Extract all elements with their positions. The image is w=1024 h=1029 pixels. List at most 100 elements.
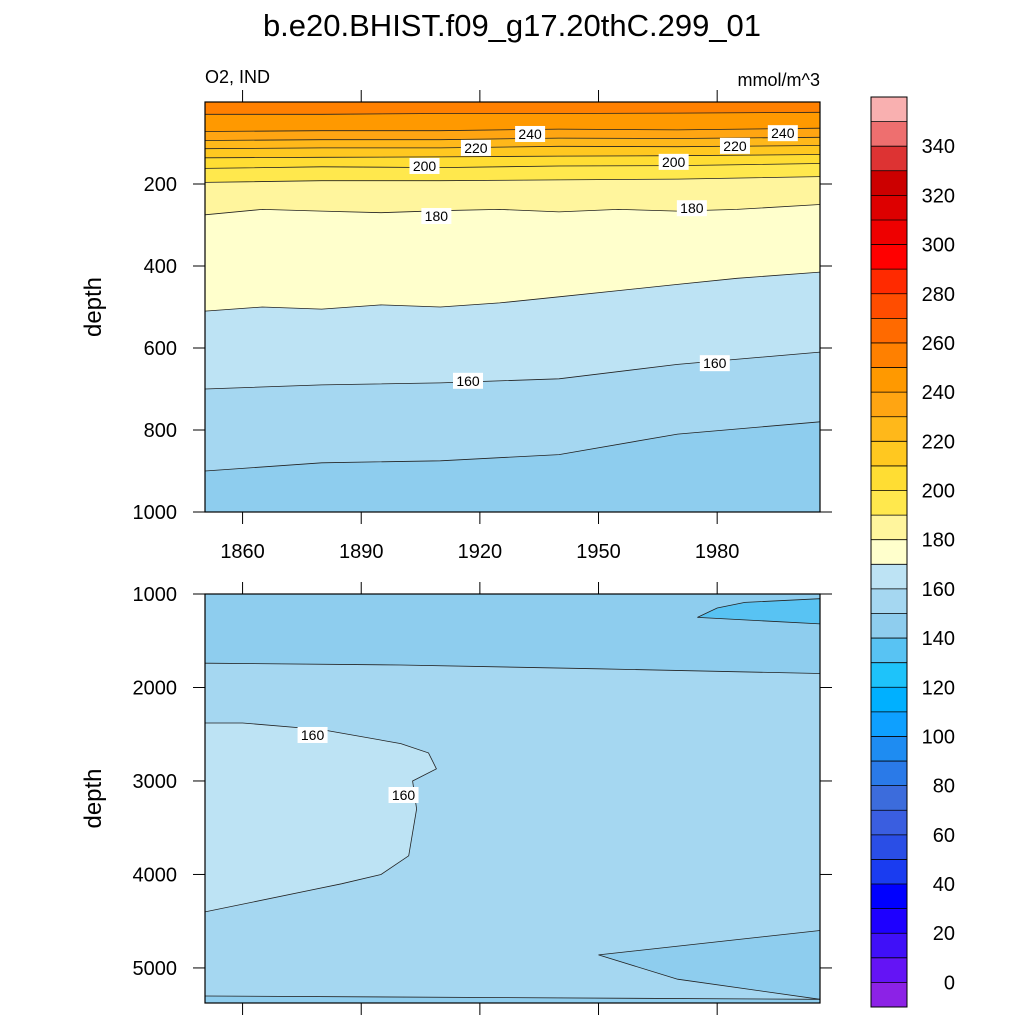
contour-fill bbox=[598, 930, 820, 1000]
contour-label: 160 bbox=[392, 787, 416, 803]
contour-label: 160 bbox=[703, 355, 727, 371]
colorbar-box bbox=[871, 244, 907, 270]
colorbar-label: 280 bbox=[922, 284, 955, 306]
colorbar-label: 60 bbox=[933, 825, 955, 847]
colorbar-box bbox=[871, 195, 907, 220]
contour-label: 200 bbox=[662, 154, 686, 170]
contour-line bbox=[205, 145, 820, 150]
colorbar-box bbox=[871, 761, 907, 786]
colorbar-frame bbox=[870, 96, 908, 1008]
contour-line bbox=[205, 662, 820, 674]
subtitle-right: mmol/m^3 bbox=[738, 70, 820, 90]
contour-line bbox=[598, 930, 820, 1000]
plot-frame bbox=[204, 101, 821, 513]
contour-label: 220 bbox=[723, 138, 747, 154]
x-tick-label: 1890 bbox=[339, 541, 384, 563]
colorbar-box bbox=[871, 441, 907, 466]
colorbar-box bbox=[871, 342, 907, 368]
y-tick-label: 400 bbox=[144, 256, 177, 278]
contour-fill bbox=[697, 598, 820, 624]
colorbar-box bbox=[871, 392, 907, 417]
colorbar-box bbox=[871, 662, 907, 688]
colorbar-box bbox=[871, 884, 907, 909]
colorbar-box bbox=[871, 564, 907, 589]
colorbar-box bbox=[871, 367, 907, 393]
colorbar-box bbox=[871, 416, 907, 442]
colorbar-box bbox=[871, 515, 907, 540]
colorbar-box bbox=[871, 810, 907, 835]
contour-label-bg bbox=[699, 355, 730, 372]
colorbar-label: 220 bbox=[922, 431, 955, 453]
y-tick-label: 3000 bbox=[133, 771, 178, 793]
colorbar-box bbox=[871, 490, 907, 516]
contour-line bbox=[205, 154, 820, 159]
colorbar-box bbox=[871, 539, 907, 565]
x-tick-label: 1920 bbox=[458, 541, 503, 563]
contour-line bbox=[205, 995, 820, 1000]
contour-label: 180 bbox=[680, 200, 704, 216]
colorbar-box bbox=[871, 588, 907, 614]
contour-label-bg bbox=[767, 125, 798, 142]
colorbar-box bbox=[871, 785, 907, 811]
plot-frame bbox=[204, 593, 821, 1004]
colorbar-box bbox=[871, 170, 907, 196]
contour-line bbox=[205, 421, 820, 472]
x-tick-label: 1980 bbox=[695, 541, 740, 563]
colorbar-label: 20 bbox=[933, 923, 955, 945]
contour-label-bg bbox=[388, 786, 419, 803]
colorbar-label: 300 bbox=[922, 235, 955, 257]
colorbar-box bbox=[871, 638, 907, 663]
colorbar-label: 240 bbox=[922, 382, 955, 404]
contour-fill bbox=[205, 723, 437, 912]
colorbar-label: 120 bbox=[922, 677, 955, 699]
contour-line bbox=[205, 111, 820, 115]
contour-line bbox=[205, 127, 820, 132]
colorbar-label: 80 bbox=[933, 776, 955, 798]
y-tick-label: 200 bbox=[144, 174, 177, 196]
colorbar-box bbox=[871, 219, 907, 245]
colorbar-label: 200 bbox=[922, 481, 955, 503]
plot-area: 240 220 200 180 240 220 200 180 160 160 bbox=[205, 102, 820, 512]
contour-label-bg bbox=[658, 153, 689, 170]
colorbar-box bbox=[871, 933, 907, 958]
y-axis-label: depth bbox=[80, 768, 107, 828]
y-tick-label: 1000 bbox=[133, 502, 178, 524]
y-axis-label: depth bbox=[80, 277, 107, 337]
contour-line bbox=[205, 271, 820, 312]
contour-line bbox=[205, 136, 820, 141]
contour-label: 160 bbox=[301, 727, 325, 743]
contour-fill bbox=[205, 996, 820, 1003]
colorbar-box bbox=[871, 121, 907, 147]
x-tick-label: 1860 bbox=[220, 541, 265, 563]
contour-label-bg bbox=[297, 726, 328, 743]
colorbar-label: 320 bbox=[922, 185, 955, 207]
colorbar-box bbox=[871, 146, 907, 171]
colorbar-box bbox=[871, 957, 907, 983]
plot-area: 160 160 bbox=[205, 594, 820, 1003]
chart-title: b.e20.BHIST.f09_g17.20thC.299_01 bbox=[263, 8, 761, 43]
contour-label-bg bbox=[460, 139, 491, 156]
colorbar-box bbox=[871, 269, 907, 294]
colorbar-box bbox=[871, 465, 907, 491]
contour-label-bg bbox=[421, 207, 452, 224]
colorbar-box bbox=[871, 97, 907, 122]
y-tick-label: 1000 bbox=[133, 584, 178, 606]
contour-line bbox=[205, 176, 820, 183]
y-tick-label: 2000 bbox=[133, 677, 178, 699]
y-tick-label: 800 bbox=[144, 420, 177, 442]
contour-label-bg bbox=[453, 372, 484, 389]
contour-label: 200 bbox=[413, 158, 437, 174]
colorbar-box bbox=[871, 834, 907, 860]
colorbar-label: 160 bbox=[922, 579, 955, 601]
colorbar-label: 180 bbox=[922, 530, 955, 552]
colorbar-box bbox=[871, 982, 907, 1007]
colorbar-box bbox=[871, 613, 907, 639]
colorbar-box bbox=[871, 711, 907, 737]
contour-label: 220 bbox=[464, 140, 488, 156]
contour-label-bg bbox=[515, 125, 546, 142]
contour-label: 160 bbox=[456, 373, 480, 389]
contour-label-bg bbox=[409, 157, 440, 174]
colorbar-box bbox=[871, 687, 907, 712]
